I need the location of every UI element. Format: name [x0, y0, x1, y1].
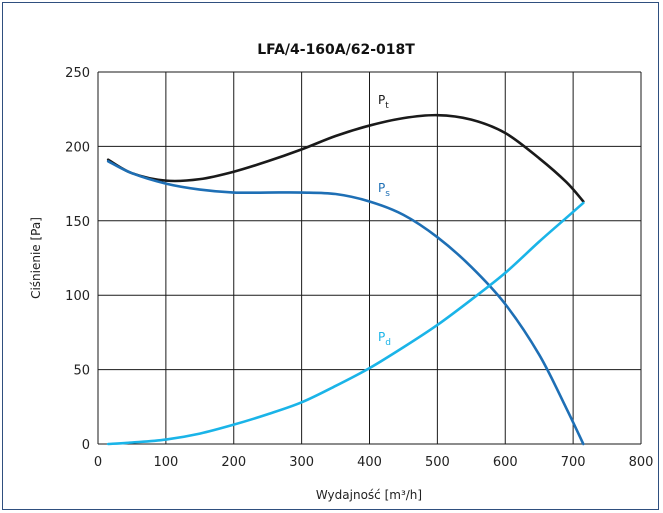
series-line-ps: [106, 159, 585, 446]
y-tick-label: 50: [73, 364, 90, 379]
chart-title: LFA/4-160A/62-018T: [257, 42, 415, 58]
curve-label-pt: Pt: [378, 93, 389, 111]
x-tick-label: 100: [153, 455, 178, 470]
y-tick-label: 150: [65, 215, 90, 230]
y-tick-label: 100: [65, 289, 90, 304]
x-tick-label: 200: [221, 455, 246, 470]
curve-label-subscript: d: [385, 338, 391, 348]
series-line-pd: [106, 201, 585, 446]
y-tick-label: 250: [65, 66, 90, 81]
x-tick-label: 0: [94, 455, 102, 470]
y-axis-label: Ciśnienie [Pa]: [29, 217, 43, 299]
curves: [106, 113, 585, 446]
curve-label-pd: Pd: [378, 330, 391, 348]
series-line-pt: [106, 113, 585, 203]
x-tick-label: 500: [425, 455, 450, 470]
y-tick-label: 0: [82, 438, 90, 453]
x-tick-label: 600: [493, 455, 518, 470]
x-axis-label: Wydajność [m³/h]: [316, 488, 422, 502]
tick-labels: 0 100 200 300 400 500 600 700 800 0 50 100 150 200 250: [65, 66, 653, 470]
x-tick-label: 300: [289, 455, 314, 470]
curve-label-subscript: t: [385, 101, 389, 111]
curve-label-base: P: [378, 330, 385, 344]
y-tick-label: 200: [65, 140, 90, 155]
x-tick-label: 800: [629, 455, 654, 470]
curve-label-ps: Ps: [378, 181, 390, 199]
grid: [97, 71, 642, 445]
curve-label-subscript: s: [385, 189, 390, 199]
x-tick-label: 700: [561, 455, 586, 470]
x-tick-label: 400: [357, 455, 382, 470]
curve-label-base: P: [378, 93, 385, 107]
curve-label-base: P: [378, 181, 385, 195]
